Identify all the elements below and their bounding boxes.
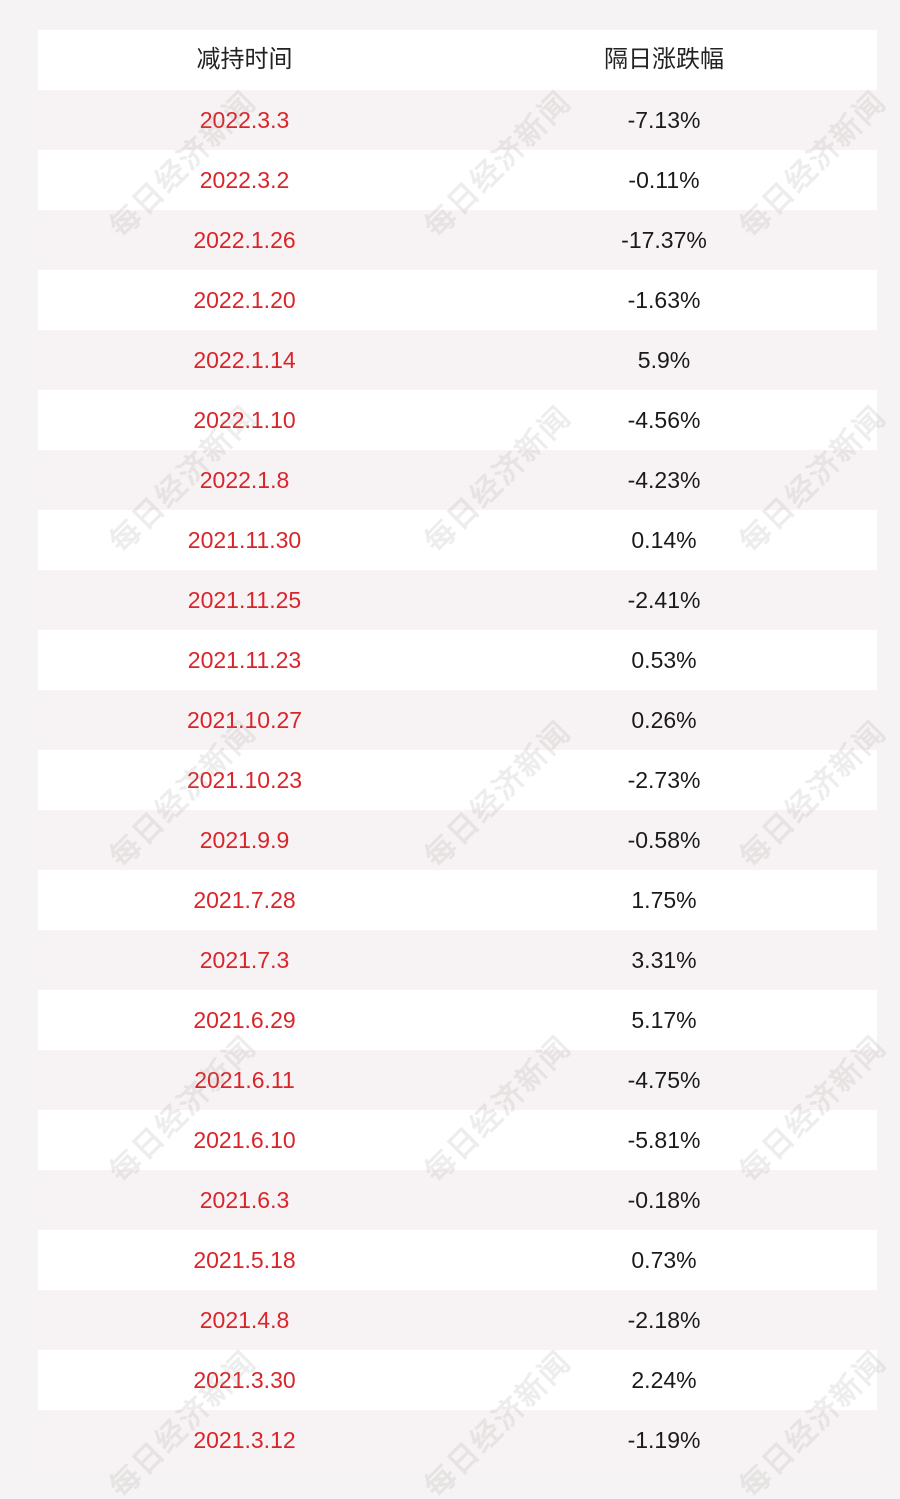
reduction-date: 2022.1.10 [193, 407, 296, 433]
next-day-change: -4.75% [627, 1067, 701, 1093]
table-row: 2021.10.27 0.26% [38, 690, 877, 750]
table-row: 2021.6.29 5.17% [38, 990, 877, 1050]
next-day-change: -1.63% [627, 287, 701, 313]
reduction-date: 2021.6.29 [193, 1007, 296, 1033]
next-day-change: 3.31% [631, 947, 697, 973]
table-row: 2021.6.3 -0.18% [38, 1170, 877, 1230]
reduction-date: 2021.3.30 [193, 1367, 296, 1393]
next-day-change: -17.37% [621, 227, 707, 253]
reduction-date: 2021.11.25 [187, 587, 302, 613]
next-day-change: -0.58% [627, 827, 701, 853]
table-row: 2021.10.23 -2.73% [38, 750, 877, 810]
reduction-table: 减持时间 隔日涨跌幅 2022.3.3 -7.13% 2022.3.2 -0.11% 2… [38, 30, 877, 1470]
table-row: 2021.7.3 3.31% [38, 930, 877, 990]
reduction-date: 2022.1.20 [193, 287, 296, 313]
next-day-change: 0.26% [631, 707, 697, 733]
reduction-date: 2021.10.23 [186, 767, 303, 793]
reduction-date: 2022.1.14 [193, 347, 296, 373]
header-reduction-date: 减持时间 [196, 46, 293, 73]
next-day-change: -2.73% [627, 767, 701, 793]
next-day-change: 1.75% [631, 887, 697, 913]
table-row: 2021.3.12 -1.19% [38, 1410, 877, 1470]
table-row: 2022.1.26 -17.37% [38, 210, 877, 270]
table-row: 2021.9.9 -0.58% [38, 810, 877, 870]
reduction-date: 2021.11.30 [187, 527, 302, 553]
reduction-date: 2021.7.3 [199, 947, 290, 973]
next-day-change: 0.14% [631, 527, 697, 553]
reduction-date: 2021.10.27 [186, 707, 303, 733]
next-day-change: -4.23% [627, 467, 701, 493]
table-row: 2022.3.2 -0.11% [38, 150, 877, 210]
next-day-change: 5.9% [637, 347, 691, 373]
table-row: 2021.3.30 2.24% [38, 1350, 877, 1410]
next-day-change: -0.11% [628, 167, 700, 193]
reduction-date: 2021.9.9 [199, 827, 290, 853]
header-next-day-change: 隔日涨跌幅 [604, 46, 724, 73]
next-day-change: -4.56% [627, 407, 701, 433]
reduction-date: 2021.6.11 [194, 1067, 295, 1093]
reduction-date: 2021.11.23 [187, 647, 302, 673]
table-row: 2022.3.3 -7.13% [38, 90, 877, 150]
table-row: 2021.6.10 -5.81% [38, 1110, 877, 1170]
next-day-change: -2.41% [627, 587, 701, 613]
next-day-change: 5.17% [631, 1007, 697, 1033]
reduction-date: 2021.3.12 [193, 1427, 296, 1453]
reduction-date: 2021.6.10 [193, 1127, 296, 1153]
table-row: 2021.6.11 -4.75% [38, 1050, 877, 1110]
table-row: 2021.11.30 0.14% [38, 510, 877, 570]
table-row: 2021.11.25 -2.41% [38, 570, 877, 630]
next-day-change: -5.81% [627, 1127, 701, 1153]
next-day-change: -0.18% [627, 1187, 701, 1213]
table-row: 2021.4.8 -2.18% [38, 1290, 877, 1350]
table-row: 2022.1.20 -1.63% [38, 270, 877, 330]
reduction-date: 2021.6.3 [199, 1187, 290, 1213]
table-row: 2022.1.10 -4.56% [38, 390, 877, 450]
next-day-change: 0.73% [631, 1247, 697, 1273]
next-day-change: 0.53% [631, 647, 697, 673]
next-day-change: -2.18% [627, 1307, 701, 1333]
reduction-date: 2022.3.3 [199, 107, 290, 133]
reduction-date: 2021.4.8 [199, 1307, 290, 1333]
table-body: 2022.3.3 -7.13% 2022.3.2 -0.11% 2022.1.26 -17… [38, 90, 877, 1470]
table-row: 2022.1.14 5.9% [38, 330, 877, 390]
next-day-change: -7.13% [627, 107, 701, 133]
table-header: 减持时间 隔日涨跌幅 [38, 30, 877, 90]
reduction-date: 2021.7.28 [193, 887, 296, 913]
table-row: 2022.1.8 -4.23% [38, 450, 877, 510]
reduction-date: 2022.1.26 [193, 227, 296, 253]
next-day-change: -1.19% [627, 1427, 701, 1453]
next-day-change: 2.24% [631, 1367, 697, 1393]
reduction-date: 2022.1.8 [199, 467, 290, 493]
table-row: 2021.11.23 0.53% [38, 630, 877, 690]
reduction-date: 2022.3.2 [199, 167, 290, 193]
table-row: 2021.7.28 1.75% [38, 870, 877, 930]
table-row: 2021.5.18 0.73% [38, 1230, 877, 1290]
reduction-date: 2021.5.18 [193, 1247, 296, 1273]
